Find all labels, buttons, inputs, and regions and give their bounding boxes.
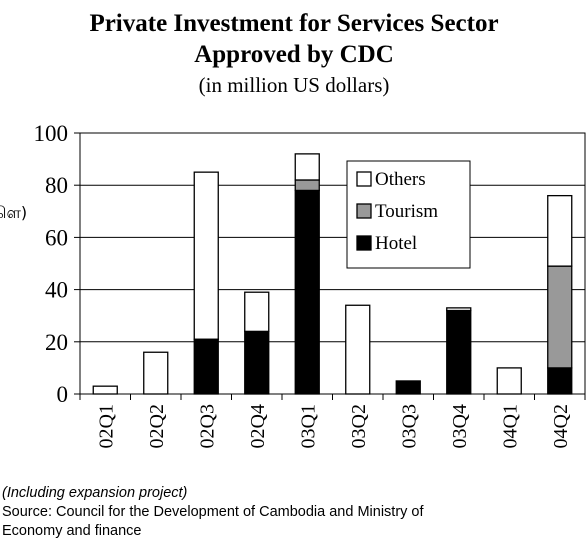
- stacked-bar-chart: 0 20 40 60 80 100 ளெ) ๿ 02Q1 02Q2 02Q3 02Q4 03Q1 03Q…: [0, 0, 588, 480]
- y-tick-label: 100: [34, 121, 69, 146]
- bar-others-02Q4: [245, 292, 269, 331]
- y-tick-label: 80: [45, 173, 68, 198]
- bar-tourism-04Q2: [548, 266, 572, 368]
- legend-swatch-others: [357, 172, 371, 186]
- bar-others-02Q1: [93, 386, 117, 394]
- y-axis-label: ளெ) ๿: [0, 203, 32, 222]
- y-tick-label: 0: [57, 382, 69, 407]
- legend-label-tourism: Tourism: [375, 201, 438, 222]
- y-tick-label: 60: [45, 225, 68, 250]
- x-tick-label-03Q2: 03Q2: [348, 404, 370, 448]
- x-tick-label-02Q1: 02Q1: [95, 404, 117, 448]
- legend-swatch-hotel: [357, 236, 371, 250]
- bar-others-04Q1: [497, 368, 521, 394]
- legend-swatch-tourism: [357, 204, 371, 218]
- bar-hotel-02Q4: [245, 331, 269, 394]
- bar-hotel-03Q3: [396, 381, 420, 394]
- y-tick-label: 20: [45, 330, 68, 355]
- source-line-1: Source: Council for the Development of C…: [2, 503, 424, 522]
- bar-others-03Q2: [346, 305, 370, 394]
- x-tick-label-04Q1: 04Q1: [499, 404, 521, 448]
- x-tick-label-03Q3: 03Q3: [398, 404, 420, 448]
- x-tick-label-02Q3: 02Q3: [196, 404, 218, 448]
- x-tick-label-04Q2: 04Q2: [550, 404, 572, 448]
- x-tick-label-03Q1: 03Q1: [297, 404, 319, 448]
- bar-hotel-03Q1: [295, 190, 319, 394]
- bar-others-02Q2: [144, 352, 168, 394]
- bar-others-03Q1: [295, 154, 319, 180]
- note-expansion: (Including expansion project): [2, 484, 187, 503]
- bar-others-02Q3: [194, 172, 218, 339]
- bar-hotel-03Q4: [447, 310, 471, 394]
- x-tick-label-02Q2: 02Q2: [146, 404, 168, 448]
- legend-label-others: Others: [375, 169, 426, 190]
- x-tick-label-03Q4: 03Q4: [449, 404, 471, 448]
- bar-others-04Q2: [548, 196, 572, 266]
- legend-label-hotel: Hotel: [375, 233, 417, 254]
- source-line-2: Economy and finance: [2, 522, 141, 541]
- bar-others-03Q4: [447, 308, 471, 311]
- bar-tourism-03Q1: [295, 180, 319, 190]
- x-tick-label-02Q4: 02Q4: [247, 404, 269, 448]
- bar-hotel-02Q3: [194, 339, 218, 394]
- y-tick-label: 40: [45, 278, 68, 303]
- bar-hotel-04Q2: [548, 368, 572, 394]
